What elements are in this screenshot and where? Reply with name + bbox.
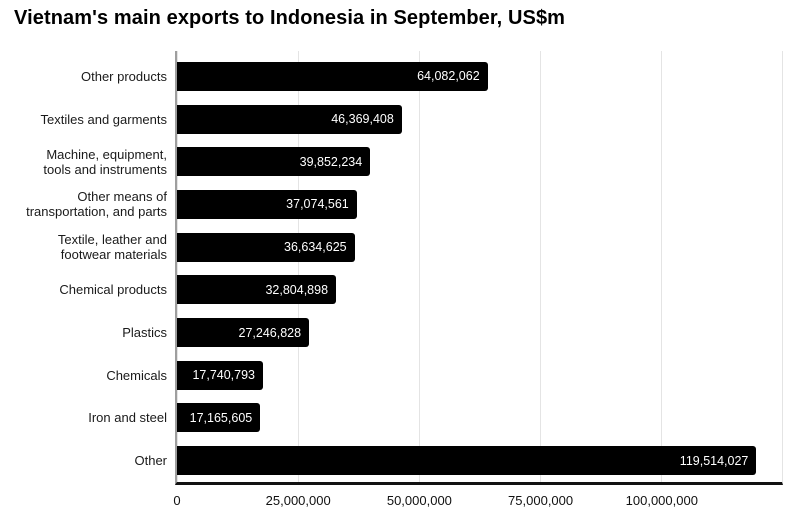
bar-track: 39,852,234 [177, 147, 783, 177]
bar: 39,852,234 [177, 147, 371, 177]
bar-row: Chemicals 17,740,793 [0, 354, 783, 397]
bar-track: 27,246,828 [177, 318, 783, 348]
bar: 17,740,793 [177, 360, 263, 390]
bar: 32,804,898 [177, 275, 337, 305]
bar-track: 119,514,027 [177, 446, 783, 476]
plot-region: Other products 64,082,062 Textiles and g… [0, 51, 791, 485]
bar-value-label: 36,634,625 [284, 240, 347, 255]
bar-row: Textiles and garments 46,369,408 [0, 98, 783, 141]
bar-track: 64,082,062 [177, 61, 783, 91]
bar: 64,082,062 [177, 61, 488, 91]
bar-track: 32,804,898 [177, 275, 783, 305]
bar: 36,634,625 [177, 232, 355, 262]
category-label: Plastics [122, 325, 167, 341]
bar-value-label: 46,369,408 [331, 112, 394, 127]
bar-track: 17,165,605 [177, 403, 783, 433]
bar-row: Plastics 27,246,828 [0, 311, 783, 354]
chart-title: Vietnam's main exports to Indonesia in S… [14, 7, 566, 29]
category-label: Textiles and garments [40, 111, 167, 127]
bar-value-label: 17,165,605 [189, 410, 253, 425]
bar-row: Other 119,514,027 [0, 439, 783, 482]
x-tick-label: 25,000,000 [265, 493, 331, 508]
bar: 17,165,605 [177, 403, 261, 433]
bar-value-label: 39,852,234 [299, 154, 363, 169]
category-label: Machine, equipment, tools and instrument… [43, 146, 167, 177]
bar-row: Other means of transportation, and parts… [0, 183, 783, 226]
category-label: Other means of transportation, and parts [26, 189, 167, 220]
bar: 119,514,027 [177, 446, 757, 476]
x-tick-label: 50,000,000 [386, 493, 452, 508]
bar-value-label: 119,514,027 [679, 453, 749, 468]
bar-row: Other products 64,082,062 [0, 55, 783, 98]
bar: 46,369,408 [177, 104, 402, 134]
category-label: Chemical products [59, 282, 167, 298]
bar-track: 36,634,625 [177, 232, 783, 262]
bar-row: Chemical products 32,804,898 [0, 269, 783, 312]
bar-track: 46,369,408 [177, 104, 783, 134]
bar-row: Iron and steel 17,165,605 [0, 397, 783, 440]
category-label: Textile, leather and footwear materials [57, 232, 167, 263]
bar-value-label: 64,082,062 [417, 69, 480, 84]
bar-track: 17,740,793 [177, 360, 783, 390]
bar-row: Textile, leather and footwear materials … [0, 226, 783, 269]
bar-value-label: 32,804,898 [265, 282, 329, 297]
bar-value-label: 27,246,828 [238, 325, 302, 340]
x-tick-label: 100,000,000 [625, 493, 698, 508]
bar-track: 37,074,561 [177, 189, 783, 219]
bar-value-label: 17,740,793 [192, 368, 255, 383]
x-axis: 0 25,000,000 50,000,000 75,000,000 100,0… [173, 491, 783, 511]
x-tick-label: 0 [173, 493, 181, 508]
x-tick-label: 75,000,000 [508, 493, 574, 508]
bar-value-label: 37,074,561 [286, 197, 349, 212]
category-label: Iron and steel [88, 410, 167, 426]
category-label: Other products [81, 68, 167, 84]
category-label: Chemicals [106, 367, 167, 383]
bar: 27,246,828 [177, 318, 310, 348]
bar-row: Machine, equipment, tools and instrument… [0, 140, 783, 183]
bar-rows: Other products 64,082,062 Textiles and g… [0, 55, 783, 482]
bar: 37,074,561 [177, 189, 357, 219]
category-label: Other [134, 453, 167, 469]
